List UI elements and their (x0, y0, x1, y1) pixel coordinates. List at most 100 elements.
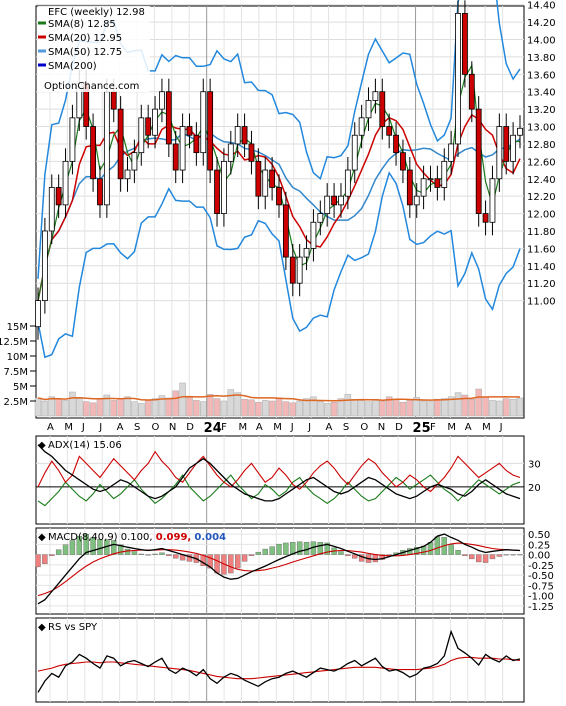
macd-y-tick-label: 0.00 (528, 551, 550, 562)
volume-bar (482, 396, 489, 417)
macd-y-tick-label: -0.25 (528, 561, 554, 572)
candle-body (152, 108, 158, 136)
macd-histogram-bar (234, 554, 241, 569)
macd-histogram-bar (324, 542, 330, 555)
candle-body (41, 230, 48, 301)
x-tick-label: J (98, 422, 102, 433)
adx-legend-marker: ◆ (38, 440, 46, 451)
volume-bar (509, 398, 517, 417)
macd-y-tick-label: -1.00 (528, 592, 554, 603)
volume-bar (516, 397, 524, 417)
x-tick-label: F (430, 422, 436, 433)
volume-bar (351, 398, 358, 417)
legend-label: SMA(50) 12.75 (48, 47, 122, 58)
candle-body (413, 195, 420, 206)
volume-bar (413, 397, 420, 417)
candle-body (468, 73, 475, 110)
macd-histogram-bar (228, 554, 234, 574)
price-y-tick-label: 11.00 (527, 297, 556, 308)
x-tick-label: A (326, 422, 333, 433)
volume-average-line (37, 394, 521, 402)
macd-histogram-bar (55, 549, 62, 555)
volume-bar (96, 398, 104, 417)
candle-body (241, 126, 248, 145)
macd-histogram-bar (269, 546, 275, 555)
volume-bar (427, 401, 434, 417)
macd-histogram-bar (352, 554, 358, 559)
x-tick-label: A (117, 422, 124, 433)
chart-title: EFC (weekly) 12.98 (48, 7, 145, 18)
candle-body (365, 100, 372, 119)
macd-histogram-bar (283, 542, 289, 555)
volume-bar (275, 398, 283, 417)
volume-bar (89, 402, 97, 417)
macd-histogram-bar (248, 554, 255, 557)
candle-body (62, 160, 69, 206)
candle-body (165, 91, 172, 145)
legend-label: SMA(200) (48, 61, 97, 72)
macd-histogram-bar (475, 554, 482, 563)
candle-body (186, 126, 193, 136)
candle-body (255, 160, 262, 197)
adx-panel-frame (35, 435, 525, 525)
macd-histogram-bar (372, 554, 379, 563)
macd-histogram-bar (241, 554, 248, 562)
candle-body (131, 152, 138, 171)
macd-y-tick-label: -0.50 (528, 571, 554, 582)
candle-body (296, 256, 303, 284)
x-tick-label: J (499, 422, 503, 433)
macd-y-tick-label: 0.25 (528, 540, 550, 551)
candle-body (406, 169, 413, 206)
macd-histogram-bar (152, 553, 158, 555)
macd-histogram-bar (83, 534, 89, 555)
macd-y-tick-label: 0.50 (528, 530, 550, 541)
volume-bar (55, 398, 62, 417)
adx-y-tick-label: 30 (528, 459, 541, 470)
candle-body (103, 91, 110, 206)
volume-bar (310, 396, 317, 417)
volume-bar (434, 398, 441, 417)
x-tick-label: O (151, 422, 159, 433)
volume-bar (213, 398, 221, 417)
volume-bar (110, 400, 117, 417)
macd-histogram-bar (503, 554, 509, 556)
macd-histogram-bar (482, 554, 489, 563)
candle-body (69, 117, 76, 162)
macd-histogram-bar (517, 554, 523, 556)
volume-bar (399, 401, 407, 417)
candle-body (317, 213, 324, 223)
candle-body (462, 13, 468, 75)
price-y-tick-label: 12.20 (527, 192, 556, 203)
x-tick-label: O (360, 422, 368, 433)
macd-histogram-bar (76, 535, 83, 555)
volume-bar (62, 400, 69, 417)
candle-body (207, 91, 214, 171)
macd-histogram-bar (62, 544, 69, 555)
macd-histogram-bar (69, 540, 76, 555)
price-y-tick-label: 14.20 (527, 18, 556, 29)
volume-bar (330, 401, 338, 417)
volume-bar (475, 388, 482, 417)
x-tick-label: 25 (413, 421, 431, 436)
candle-body (200, 91, 207, 154)
volume-bar (103, 394, 111, 417)
candle-body (400, 152, 406, 171)
volume-bar (323, 403, 331, 417)
price-candles (35, 0, 523, 340)
price-y-tick-label: 11.40 (527, 262, 556, 273)
macd-histogram-bar (296, 541, 303, 555)
x-tick-label: D (186, 422, 194, 433)
macd-histogram-bar (345, 554, 351, 557)
volume-bar (337, 398, 345, 417)
macd-histogram-bar (455, 550, 461, 555)
volume-bar (179, 382, 186, 417)
volume-bar (489, 400, 496, 417)
x-tick-label: F (221, 422, 227, 433)
price-y-tick-label: 11.60 (527, 244, 556, 255)
candle-body (145, 117, 152, 136)
macd-histogram-bar (207, 554, 213, 569)
candle-body (310, 221, 317, 249)
volume-bar (365, 401, 372, 417)
candle-body (90, 126, 96, 180)
x-tick-label: N (378, 422, 385, 433)
